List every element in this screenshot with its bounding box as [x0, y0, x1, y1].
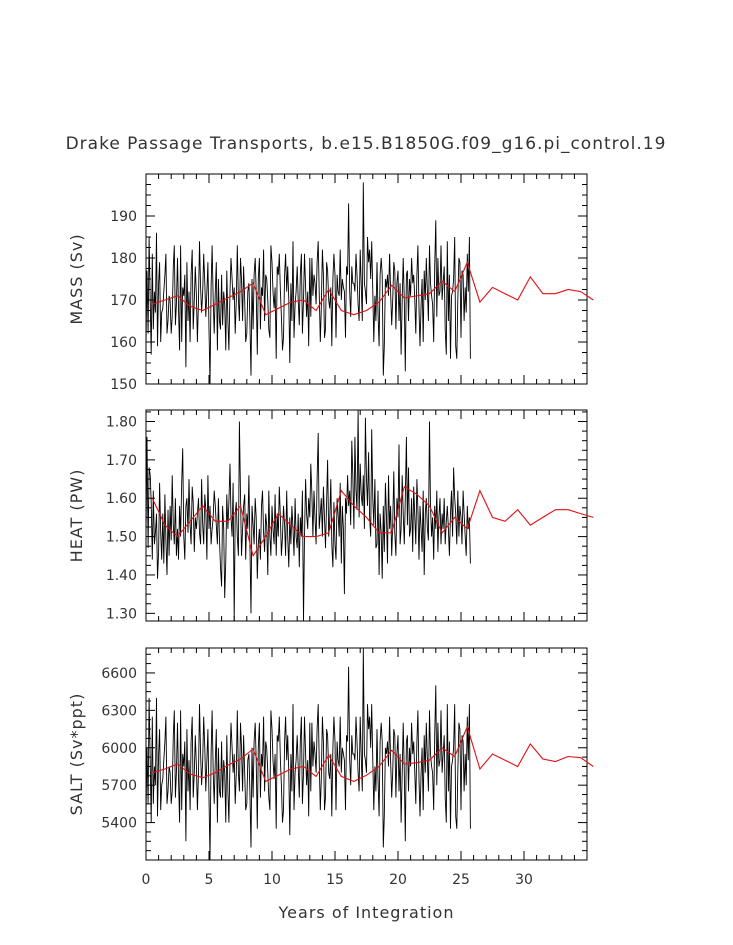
heat-frame [145, 409, 588, 622]
x-axis-label: Years of Integration [278, 903, 455, 922]
salt-y-tick-label: 6600 [101, 666, 137, 682]
mass-panel [145, 173, 594, 385]
x-tick-label: 15 [326, 872, 344, 888]
mass-y-axis-label: MASS (Sv) [67, 233, 86, 324]
salt-monthly-line [145, 647, 471, 861]
heat-y-tick-label: 1.40 [106, 568, 137, 584]
heat-annual-mean-line [151, 485, 594, 558]
salt-panel [145, 647, 594, 861]
x-tick-label: 25 [452, 872, 470, 888]
x-tick-label: 30 [515, 872, 533, 888]
mass-y-tick-label: 180 [110, 251, 137, 267]
x-tick-label: 5 [205, 872, 214, 888]
mass-monthly-line [145, 182, 471, 385]
salt-frame [145, 647, 588, 861]
x-tick-label: 20 [389, 872, 407, 888]
heat-y-tick-label: 1.80 [106, 415, 137, 431]
mass-y-tick-label: 170 [110, 293, 137, 309]
salt-y-axis-label: SALT (Sv*ppt) [67, 693, 86, 816]
mass-annual-mean-line [152, 260, 594, 316]
x-tick-label: 0 [142, 872, 151, 888]
salt-y-tick-label: 6300 [101, 703, 137, 719]
heat-monthly-line [145, 409, 471, 622]
salt-y-tick-label: 5700 [101, 778, 137, 794]
salt-y-tick-label: 6000 [101, 741, 137, 757]
heat-y-tick-label: 1.60 [106, 491, 137, 507]
heat-y-axis-label: HEAT (PW) [67, 469, 86, 563]
salt-annual-mean-line [152, 724, 594, 783]
x-tick-label: 10 [263, 872, 281, 888]
heat-panel [145, 409, 594, 622]
heat-y-tick-label: 1.70 [106, 453, 137, 469]
mass-y-tick-label: 190 [110, 209, 137, 225]
mass-y-tick-label: 160 [110, 335, 137, 351]
mass-y-tick-label: 150 [110, 377, 137, 393]
salt-y-tick-label: 5400 [101, 816, 137, 832]
heat-y-tick-label: 1.50 [106, 530, 137, 546]
heat-y-tick-label: 1.30 [106, 606, 137, 622]
chart-title: Drake Passage Transports, b.e15.B1850G.f… [66, 134, 667, 154]
